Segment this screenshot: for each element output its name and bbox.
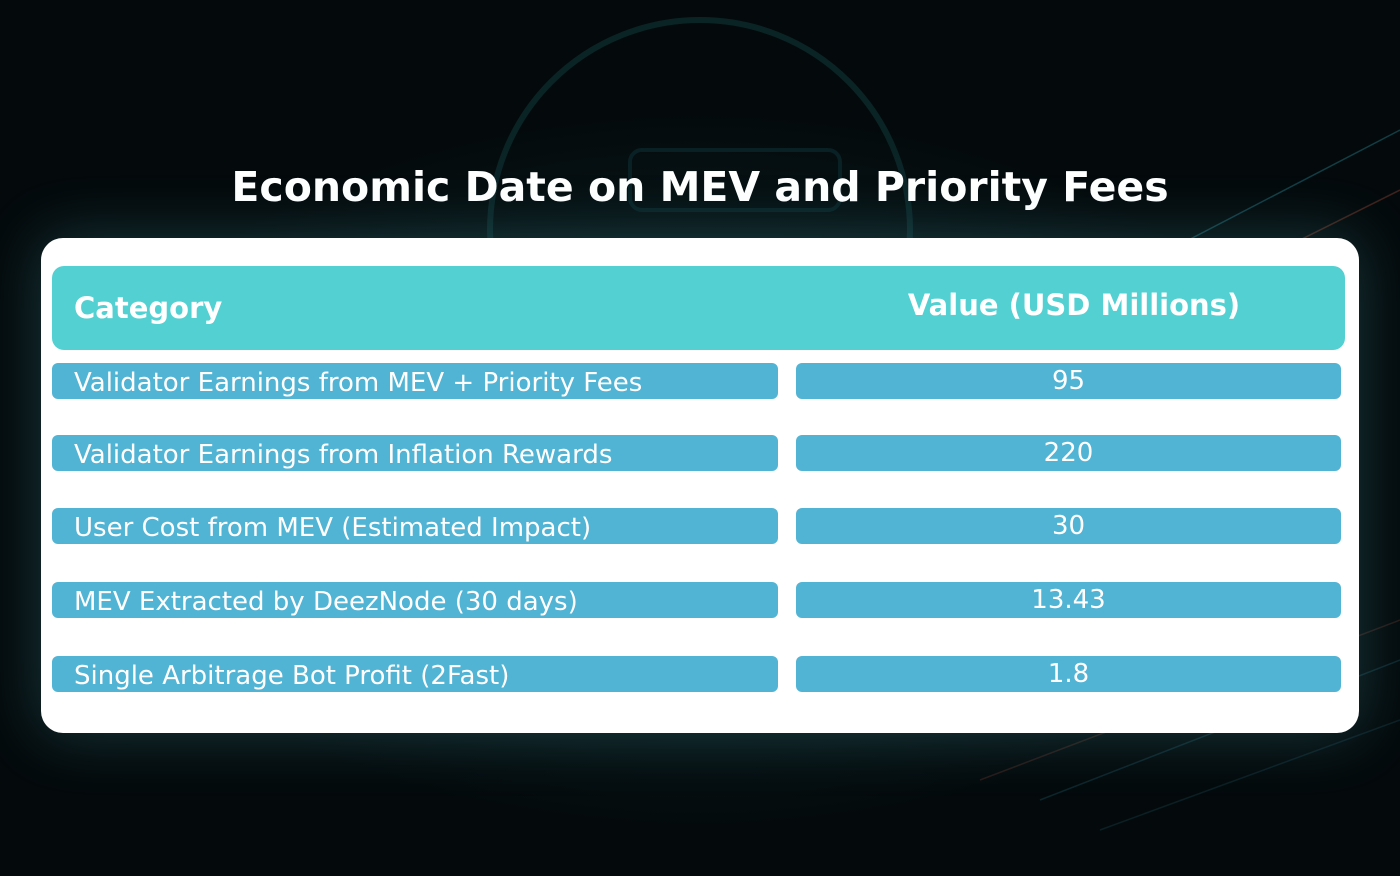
table-row: Single Arbitrage Bot Profit (2Fast) 1.8 xyxy=(52,656,1345,692)
row-value-cell: 30 xyxy=(796,508,1341,544)
row-category-cell: Validator Earnings from Inflation Reward… xyxy=(52,435,778,471)
table-row: Validator Earnings from Inflation Reward… xyxy=(52,435,1345,471)
table-card: Category Value (USD Millions) Validator … xyxy=(41,238,1359,733)
row-value-cell: 13.43 xyxy=(796,582,1341,618)
table-row: Validator Earnings from MEV + Priority F… xyxy=(52,363,1345,399)
header-value: Value (USD Millions) xyxy=(907,288,1241,322)
row-value-cell: 1.8 xyxy=(796,656,1341,692)
row-category-cell: User Cost from MEV (Estimated Impact) xyxy=(52,508,778,544)
table-header: Category Value (USD Millions) xyxy=(52,266,1345,350)
header-category: Category xyxy=(74,291,223,325)
row-value-cell: 220 xyxy=(796,435,1341,471)
chart-title: Economic Date on MEV and Priority Fees xyxy=(231,163,1169,211)
table-row: User Cost from MEV (Estimated Impact) 30 xyxy=(52,508,1345,544)
row-category-cell: MEV Extracted by DeezNode (30 days) xyxy=(52,582,778,618)
row-value-cell: 95 xyxy=(796,363,1341,399)
row-category-cell: Validator Earnings from MEV + Priority F… xyxy=(52,363,778,399)
row-category-cell: Single Arbitrage Bot Profit (2Fast) xyxy=(52,656,778,692)
table-row: MEV Extracted by DeezNode (30 days) 13.4… xyxy=(52,582,1345,618)
